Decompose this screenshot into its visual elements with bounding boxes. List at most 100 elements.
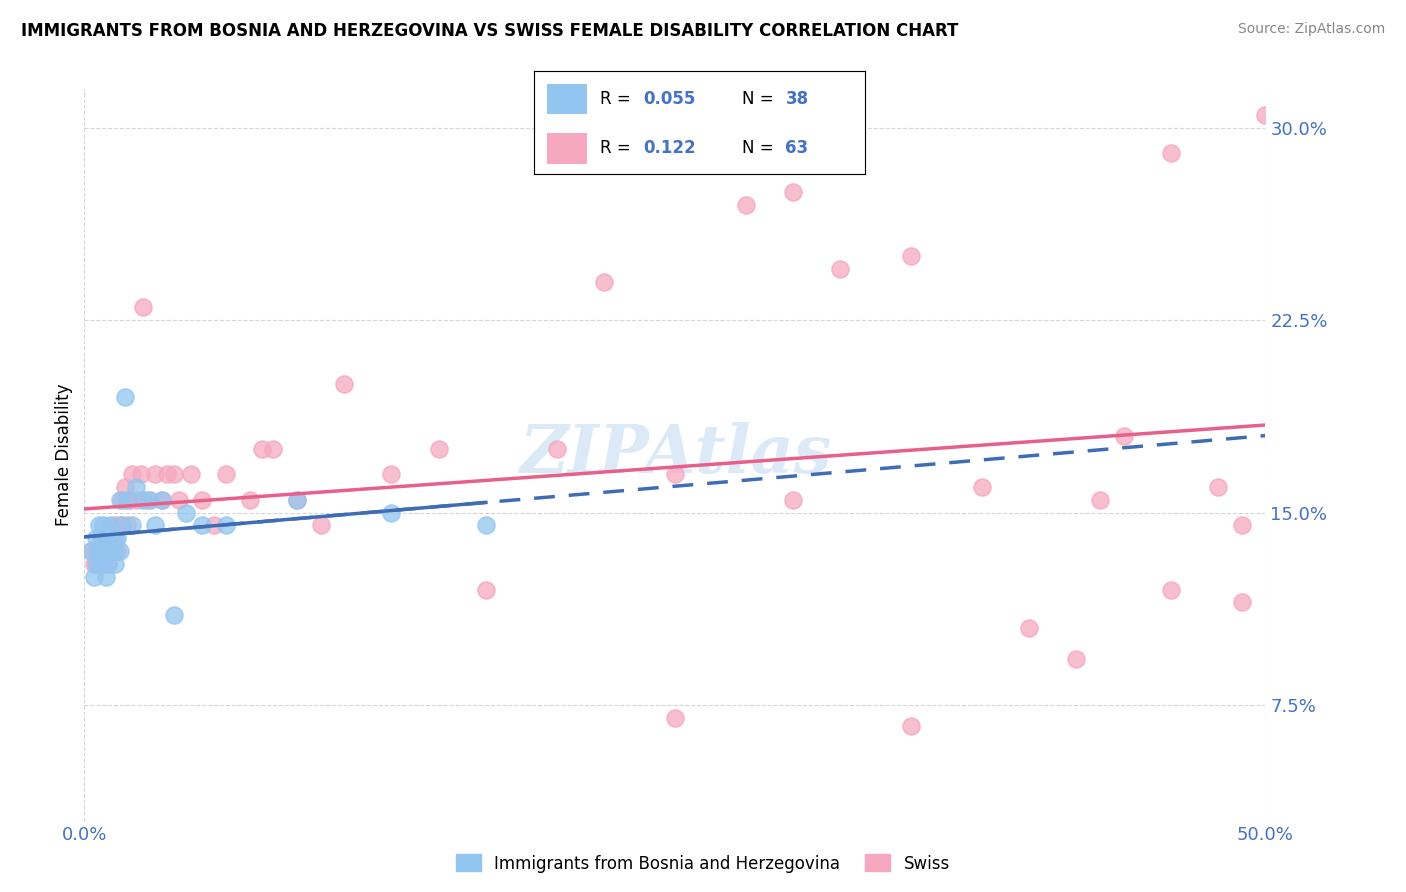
Point — [87, 518, 110, 533]
Point — [285, 492, 308, 507]
Point — [202, 518, 225, 533]
Point — [215, 467, 238, 482]
Point — [830, 261, 852, 276]
Point — [475, 582, 498, 597]
Point — [94, 532, 117, 546]
Point — [1254, 108, 1277, 122]
Point — [83, 557, 105, 571]
Text: 0.122: 0.122 — [644, 139, 696, 157]
Point — [1088, 492, 1111, 507]
Text: Source: ZipAtlas.com: Source: ZipAtlas.com — [1237, 22, 1385, 37]
Point — [163, 608, 186, 623]
Point — [125, 492, 148, 507]
Point — [91, 544, 114, 558]
Point — [90, 544, 112, 558]
Point — [98, 518, 121, 533]
Point — [90, 557, 112, 571]
Point — [97, 557, 120, 571]
Point — [129, 467, 152, 482]
Point — [143, 518, 166, 533]
Point — [80, 544, 103, 558]
Point — [427, 442, 450, 456]
Point — [115, 518, 138, 533]
Point — [121, 518, 143, 533]
Point — [132, 301, 155, 315]
Point — [114, 480, 136, 494]
Text: 0.055: 0.055 — [644, 90, 696, 108]
Point — [1206, 480, 1229, 494]
Point — [1230, 518, 1253, 533]
Point — [91, 518, 114, 533]
Point — [107, 544, 129, 558]
Point — [1160, 582, 1182, 597]
Point — [380, 506, 402, 520]
Text: ZIPAtlas: ZIPAtlas — [519, 423, 831, 487]
Point — [80, 544, 103, 558]
Point — [101, 544, 124, 558]
Point — [475, 518, 498, 533]
Point — [285, 492, 308, 507]
Point — [108, 544, 131, 558]
Point — [94, 570, 117, 584]
Point — [900, 249, 922, 263]
Point — [97, 557, 120, 571]
Y-axis label: Female Disability: Female Disability — [55, 384, 73, 526]
Point — [98, 544, 121, 558]
Point — [782, 185, 804, 199]
Point — [143, 467, 166, 482]
Point — [118, 492, 141, 507]
Point — [139, 492, 162, 507]
Point — [191, 492, 214, 507]
Point — [104, 557, 127, 571]
Point — [593, 275, 616, 289]
Point — [250, 442, 273, 456]
Point — [91, 532, 114, 546]
Point — [900, 719, 922, 733]
Point — [734, 197, 756, 211]
Point — [83, 570, 105, 584]
Point — [180, 467, 202, 482]
Point — [1018, 621, 1040, 635]
Text: R =: R = — [600, 139, 637, 157]
Point — [115, 492, 138, 507]
Point — [1112, 428, 1135, 442]
Point — [262, 442, 284, 456]
Point — [84, 544, 107, 558]
Point — [121, 467, 143, 482]
Point — [136, 492, 159, 507]
Point — [239, 492, 262, 507]
Point — [150, 492, 173, 507]
Point — [1230, 595, 1253, 609]
Point — [101, 532, 124, 546]
Point — [333, 377, 356, 392]
Point — [664, 467, 686, 482]
Text: R =: R = — [600, 90, 637, 108]
Text: 63: 63 — [786, 139, 808, 157]
Point — [782, 492, 804, 507]
Text: 38: 38 — [786, 90, 808, 108]
Point — [114, 390, 136, 404]
Point — [84, 532, 107, 546]
Point — [111, 492, 134, 507]
Point — [1066, 652, 1088, 666]
Point — [150, 492, 173, 507]
Point — [84, 557, 107, 571]
Text: IMMIGRANTS FROM BOSNIA AND HERZEGOVINA VS SWISS FEMALE DISABILITY CORRELATION CH: IMMIGRANTS FROM BOSNIA AND HERZEGOVINA V… — [21, 22, 959, 40]
Point — [174, 506, 197, 520]
Point — [87, 557, 110, 571]
Point — [94, 544, 117, 558]
Point — [970, 480, 993, 494]
Point — [90, 532, 112, 546]
Point — [91, 557, 114, 571]
Point — [156, 467, 179, 482]
Point — [108, 492, 131, 507]
Point — [111, 518, 134, 533]
FancyBboxPatch shape — [547, 133, 588, 163]
Point — [191, 518, 214, 533]
Point — [97, 532, 120, 546]
Point — [87, 544, 110, 558]
Point — [215, 518, 238, 533]
Point — [1160, 146, 1182, 161]
Point — [107, 532, 129, 546]
Text: N =: N = — [742, 90, 779, 108]
